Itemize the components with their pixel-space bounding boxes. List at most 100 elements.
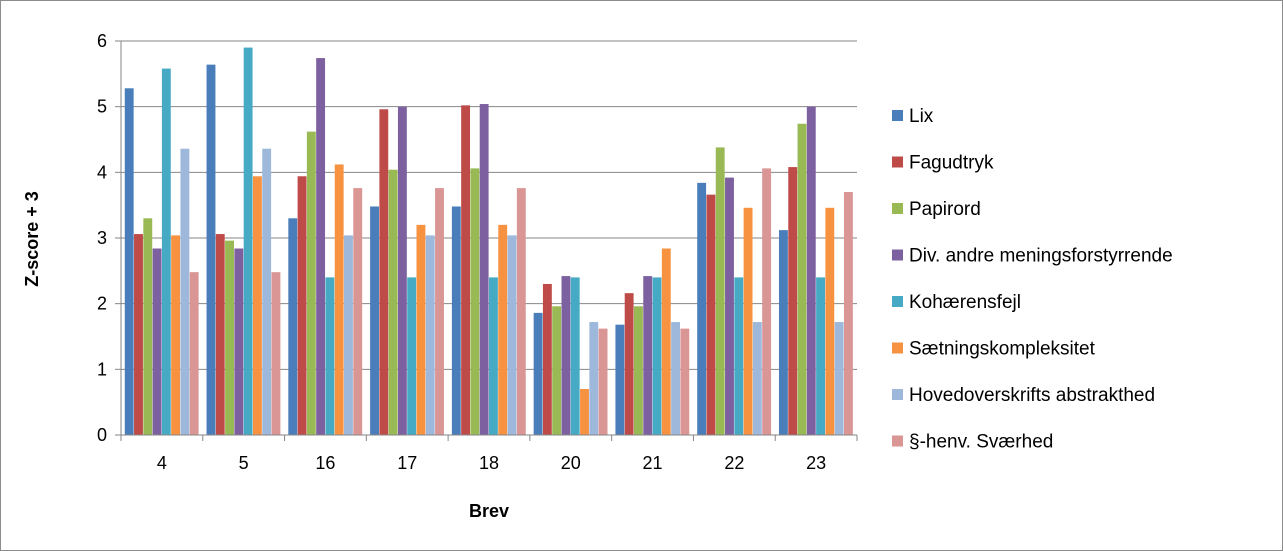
x-tick-label: 20 [561,453,581,473]
bar [470,168,479,435]
y-tick-label: 5 [97,97,107,117]
bar [762,168,771,435]
bar [190,272,199,435]
bar [508,235,517,435]
x-tick-label: 18 [479,453,499,473]
y-tick-label: 3 [97,228,107,248]
legend-label: Fagudtryk [909,153,994,174]
legend-label: Kohærensfejl [909,292,1021,313]
bar [398,107,407,435]
bar [517,188,526,435]
bar [534,313,543,435]
bar [262,149,271,435]
y-tick-label: 6 [97,31,107,51]
legend-label: Div. andre meningsforstyrrende [909,246,1173,267]
bar [225,241,234,435]
y-tick-label: 1 [97,359,107,379]
bar [389,170,398,435]
legend-swatch [892,157,903,168]
legend-swatch [892,389,903,400]
x-tick-label: 17 [397,453,417,473]
bar [599,329,608,435]
bar [589,322,598,435]
legend-swatch [892,436,903,447]
bar [798,124,807,435]
bar [543,284,552,435]
legend-label: Hovedoverskrifts abstrakthed [909,385,1155,406]
bar [216,234,225,435]
bar [316,58,325,435]
legend-swatch [892,110,903,121]
legend-label: Lix [909,106,934,127]
bar [379,109,388,435]
bar [134,234,143,435]
bar [461,105,470,435]
bar [307,132,316,435]
legend-label: §-henv. Sværhed [909,432,1053,453]
bar [143,218,152,435]
legend-swatch [892,250,903,261]
legend-label: Papirord [909,199,981,220]
bar [288,218,297,435]
bar [244,48,253,435]
bar [680,329,689,435]
bar [725,178,734,435]
bar [417,225,426,435]
y-tick-label: 0 [97,425,107,445]
bar [580,389,589,435]
bar [298,176,307,435]
bar [744,208,753,435]
bar [426,235,435,435]
bar [625,293,634,435]
bar [489,277,498,435]
x-axis-title: Brev [469,501,509,521]
legend-swatch [892,296,903,307]
x-tick-label: 21 [643,453,663,473]
bar [844,192,853,435]
bars [125,48,853,435]
bar [435,188,444,435]
bar [480,104,489,435]
legend-label: Sætningskompleksitet [909,339,1096,360]
bar [253,176,262,435]
bar [571,277,580,435]
y-tick-labels: 0 1 2 3 4 5 6 [97,31,107,445]
legend-swatch [892,203,903,214]
bar [779,230,788,435]
bar [498,225,507,435]
bar [272,272,281,435]
bar [734,277,743,435]
bar [643,276,652,435]
bar [325,277,334,435]
bar [634,306,643,435]
bar [835,322,844,435]
bar [125,88,134,435]
bar [788,167,797,435]
bar [207,65,216,435]
legend-swatch [892,343,903,354]
y-tick-label: 4 [97,162,107,182]
bar [452,206,461,435]
legend: Lix Fagudtryk Papirord Div. andre meningsfo… [892,106,1173,453]
x-tick-label: 22 [724,453,744,473]
bar [180,149,189,435]
bar [697,183,706,435]
bar [562,276,571,435]
bar [615,325,624,435]
bar [807,107,816,435]
bar [335,164,344,435]
bar [344,235,353,435]
x-tick-label: 23 [806,453,826,473]
bar [552,306,561,435]
bar [171,235,180,435]
x-tick-labels: 4 5 16 17 18 20 21 22 23 [157,453,826,473]
bar [706,195,715,435]
bar [407,277,416,435]
x-tick-label: 4 [157,453,167,473]
bar [753,322,762,435]
bar [825,208,834,435]
bar [662,249,671,435]
bar [671,322,680,435]
bar [716,147,725,435]
bar [353,188,362,435]
